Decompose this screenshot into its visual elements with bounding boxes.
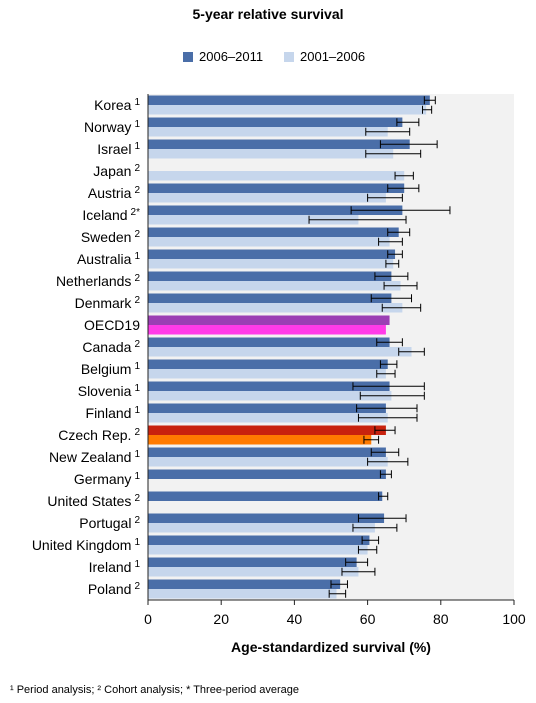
category-label: Ireland 1	[89, 559, 141, 575]
bar-2001-2006	[148, 149, 394, 159]
bar-2006-2011	[148, 205, 403, 215]
category-label: Belgium 1	[81, 361, 141, 377]
category-label: Norway 1	[84, 119, 140, 135]
category-label: Israel 1	[97, 141, 140, 157]
legend-label-series-2: 2001–2006	[300, 49, 366, 64]
bar-2006-2011	[148, 117, 403, 127]
bar-2001-2006	[148, 215, 359, 225]
x-tick-label: 0	[144, 611, 152, 627]
x-tick-label: 80	[433, 611, 449, 627]
bar-2006-2011	[148, 425, 386, 435]
bar-2006-2011	[148, 337, 390, 347]
bar-2001-2006	[148, 325, 386, 335]
bar-2006-2011	[148, 227, 399, 237]
bar-2006-2011	[148, 271, 392, 281]
bar-2006-2011	[148, 139, 410, 149]
category-label: Finland 1	[86, 405, 141, 421]
bar-2001-2006	[148, 523, 375, 533]
legend-label-series-1: 2006–2011	[199, 49, 264, 64]
x-tick-label: 60	[360, 611, 376, 627]
bar-2006-2011	[148, 293, 392, 303]
legend-item-series-1: 2006–2011	[183, 49, 263, 64]
category-label: Japan 2	[93, 163, 140, 179]
bar-2006-2011	[148, 315, 390, 325]
category-label: Czech Rep. 2	[58, 427, 140, 443]
bar-2006-2011	[148, 403, 386, 413]
bar-2006-2011	[148, 447, 386, 457]
bar-2006-2011	[148, 579, 341, 589]
bar-2001-2006	[148, 259, 394, 269]
category-label: New Zealand 1	[49, 449, 141, 465]
category-label: Iceland 2*	[82, 207, 140, 223]
category-label: Netherlands 2	[56, 273, 141, 289]
category-label: Canada 2	[82, 339, 140, 355]
bar-2001-2006	[148, 347, 412, 357]
bar-2001-2006	[148, 435, 372, 445]
category-label: Slovenia 1	[78, 383, 141, 399]
bar-2001-2006	[148, 171, 405, 181]
bar-2001-2006	[148, 105, 427, 115]
bar-2006-2011	[148, 359, 388, 369]
category-label: Denmark 2	[75, 295, 141, 311]
bar-2001-2006	[148, 567, 359, 577]
category-label: United States 2	[47, 493, 140, 509]
category-label: United Kingdom 1	[32, 537, 141, 553]
chart-title: 5-year relative survival	[192, 6, 344, 22]
bar-2001-2006	[148, 303, 403, 313]
bar-2001-2006	[148, 589, 337, 599]
bar-2001-2006	[148, 127, 388, 137]
category-label: Australia 1	[77, 251, 140, 267]
category-label: Austria 2	[88, 185, 141, 201]
x-tick-label: 20	[213, 611, 229, 627]
bar-2001-2006	[148, 193, 386, 203]
bar-2006-2011	[148, 249, 396, 259]
legend-swatch-series-2	[284, 51, 294, 62]
category-label: Portugal 2	[79, 515, 140, 531]
x-axis-label: Age-standardized survival (%)	[231, 639, 431, 655]
bar-2006-2011	[148, 469, 386, 479]
bar-2001-2006	[148, 391, 392, 401]
bar-2001-2006	[148, 413, 388, 423]
bar-2001-2006	[148, 237, 390, 247]
bar-2006-2011	[148, 183, 405, 193]
category-label: Germany 1	[74, 471, 141, 487]
legend: 2006–2011 2001–2006	[0, 49, 536, 67]
legend-item-series-2: 2001–2006	[284, 49, 365, 64]
footnote: ¹ Period analysis; ² Cohort analysis; * …	[10, 684, 299, 696]
bar-2006-2011	[148, 95, 430, 105]
bar-2006-2011	[148, 381, 390, 391]
bar-2006-2011	[148, 491, 383, 501]
bar-2006-2011	[148, 557, 357, 567]
bar-2001-2006	[148, 545, 368, 555]
category-label: Poland 2	[88, 581, 141, 597]
bar-2001-2006	[148, 369, 386, 379]
bar-2001-2006	[148, 457, 388, 467]
category-label: Korea 1	[94, 97, 140, 113]
legend-swatch-series-1	[183, 51, 193, 62]
bar-2001-2006	[148, 281, 401, 291]
bar-2006-2011	[148, 535, 370, 545]
category-label: Sweden 2	[81, 229, 141, 245]
x-tick-label: 40	[287, 611, 303, 627]
bar-2006-2011	[148, 513, 385, 523]
category-label: OECD19	[84, 317, 140, 333]
x-tick-label: 100	[502, 611, 526, 627]
